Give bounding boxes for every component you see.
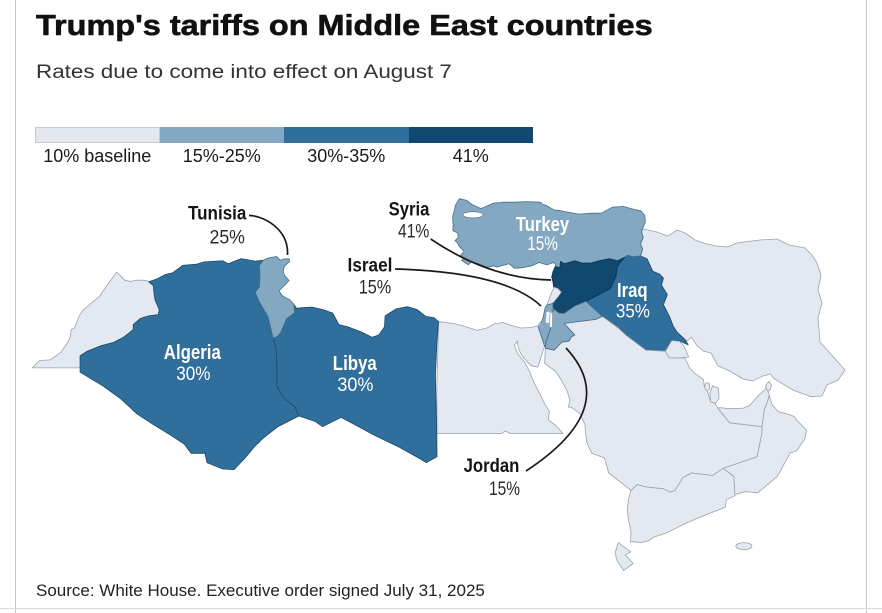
svg-text:15%: 15% (359, 277, 392, 298)
svg-text:30%: 30% (337, 375, 373, 396)
svg-text:25%: 25% (210, 228, 245, 249)
svg-text:Libya: Libya (333, 353, 378, 375)
svg-text:Syria: Syria (389, 200, 430, 221)
svg-text:41%: 41% (398, 222, 429, 243)
svg-text:Algeria: Algeria (164, 342, 222, 364)
svg-text:Israel: Israel (348, 256, 393, 277)
svg-text:Turkey: Turkey (516, 214, 570, 236)
svg-text:15%: 15% (489, 479, 520, 500)
svg-text:30%: 30% (176, 364, 210, 385)
svg-text:Jordan: Jordan (464, 456, 520, 477)
svg-text:Tunisia: Tunisia (188, 204, 247, 225)
svg-text:Iraq: Iraq (617, 280, 648, 302)
svg-text:15%: 15% (527, 234, 558, 255)
svg-text:35%: 35% (616, 302, 650, 323)
